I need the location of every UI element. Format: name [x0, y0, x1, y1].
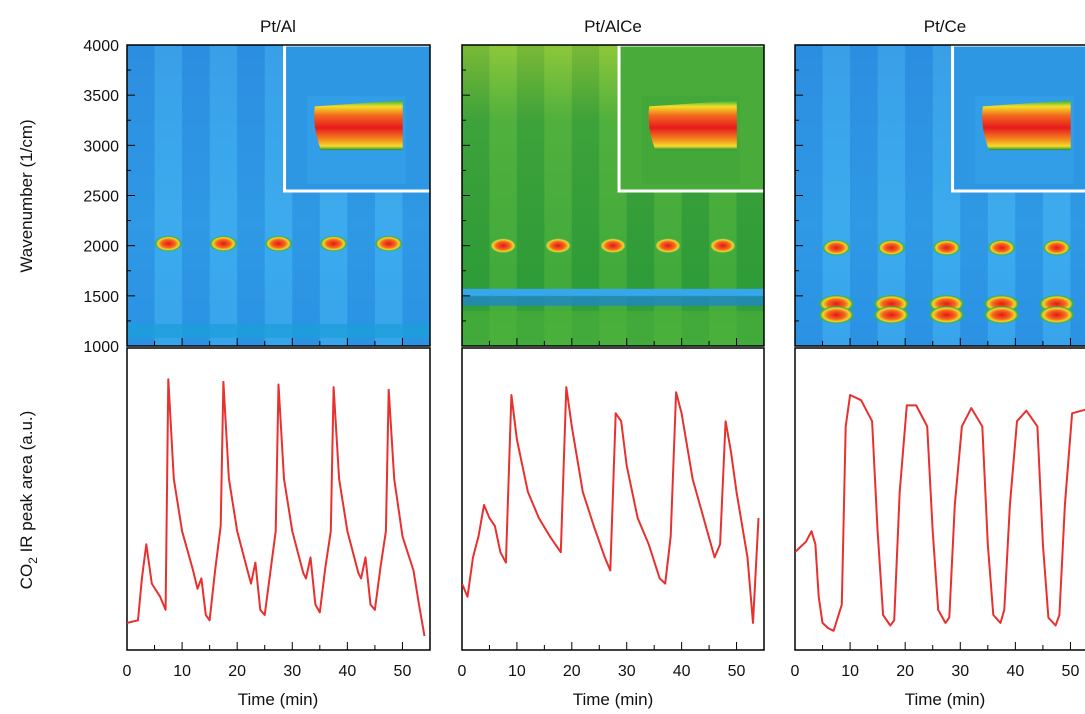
y-tick-label: 2000 — [83, 239, 119, 256]
panel-title-pt-ce: Pt/Ce — [924, 17, 967, 36]
x-tick-label: 40 — [338, 663, 356, 680]
co-peak — [822, 239, 851, 256]
co-peak — [544, 237, 573, 254]
line-panel-pt-ce: Time (min) — [794, 347, 1085, 709]
x-tick-label: 30 — [283, 663, 301, 680]
x-tick-label: 20 — [228, 663, 246, 680]
time-band — [154, 45, 183, 346]
y-label-prefix: CO — [17, 564, 36, 590]
y-axis-label-co2: CO2 IR peak area (a.u.) — [17, 411, 40, 590]
co-peak — [489, 237, 518, 254]
carbonate-peak — [928, 305, 965, 324]
co-peak — [708, 237, 737, 254]
carbonate-peak — [1038, 305, 1075, 324]
x-tick-label: 10 — [508, 663, 526, 680]
y-tick-label: 1500 — [83, 289, 119, 306]
time-band — [209, 45, 238, 346]
noise-band — [462, 310, 764, 346]
carbonate-peak — [983, 305, 1020, 324]
co-peak — [877, 239, 906, 256]
co2-trace — [462, 386, 760, 624]
co-peak — [209, 235, 238, 252]
co-peak — [264, 235, 293, 252]
co-peak — [932, 239, 961, 256]
y-tick-label: 4000 — [83, 38, 119, 55]
x-tick-label: 10 — [841, 663, 859, 680]
y-tick-label: 3500 — [83, 88, 119, 105]
spectral-band — [462, 295, 764, 306]
panel-title-pt-al: Pt/Al — [260, 17, 296, 36]
carbonate-peak — [873, 305, 910, 324]
inset-peak — [648, 100, 737, 151]
co-peak — [599, 237, 627, 254]
inset-frame — [951, 45, 1085, 193]
time-band — [850, 45, 878, 346]
panel-title-pt-alce: Pt/AlCe — [584, 17, 642, 36]
time-band — [182, 45, 210, 346]
y-tick-label: 3000 — [83, 138, 119, 155]
x-tick-label: 30 — [618, 663, 636, 680]
x-axis-label: Time (min) — [905, 690, 986, 709]
inset-frame — [617, 45, 764, 193]
inset-frame — [283, 45, 430, 193]
co-peak — [319, 235, 348, 252]
x-tick-label: 50 — [1062, 663, 1080, 680]
x-tick-label: 50 — [394, 663, 412, 680]
y-tick-label: 1000 — [83, 339, 119, 356]
inset-peak — [314, 100, 403, 151]
spectral-band — [462, 288, 764, 297]
x-tick-label: 0 — [123, 663, 132, 680]
y-label-suffix: IR peak area (a.u.) — [17, 411, 36, 557]
x-tick-label: 40 — [1006, 663, 1024, 680]
axis-ticks: 0 10 20 30 40 50 0 10 20 30 40 50 0 10 20 30 40 50 1000 150… — [83, 38, 1080, 680]
heatmap-panel-pt-al: Pt/Al — [126, 17, 431, 347]
time-band — [905, 45, 933, 346]
x-tick-label: 20 — [563, 663, 581, 680]
heatmap-panel-pt-ce: Pt/Ce — [794, 17, 1085, 347]
heatmap-panel-pt-alce: Pt/AlCe — [461, 17, 765, 347]
co2-trace — [795, 394, 1085, 632]
carbonate-peak — [818, 305, 855, 324]
inset-peak — [982, 100, 1071, 151]
co2-trace — [127, 378, 426, 637]
co-peak — [653, 237, 682, 254]
co-peak — [1042, 239, 1071, 256]
co-peak — [154, 235, 183, 252]
x-axis-label: Time (min) — [573, 690, 654, 709]
time-band — [237, 45, 265, 346]
x-tick-label: 0 — [458, 663, 467, 680]
y-axis-label-wavenumber: Wavenumber (1/cm) — [17, 119, 36, 272]
y-label-subscript: 2 — [26, 557, 40, 564]
x-tick-label: 50 — [728, 663, 746, 680]
co-peak — [987, 239, 1016, 256]
noise-band — [127, 323, 430, 338]
x-tick-label: 40 — [673, 663, 691, 680]
x-axis-label: Time (min) — [238, 690, 319, 709]
y-tick-label: 2500 — [83, 189, 119, 206]
line-panel-pt-al: Time (min) — [126, 347, 431, 709]
x-tick-label: 30 — [951, 663, 969, 680]
x-tick-label: 20 — [896, 663, 914, 680]
x-tick-label: 0 — [791, 663, 800, 680]
line-panel-pt-alce: Time (min) — [461, 347, 765, 709]
co-peak — [374, 235, 403, 252]
x-tick-label: 10 — [173, 663, 191, 680]
